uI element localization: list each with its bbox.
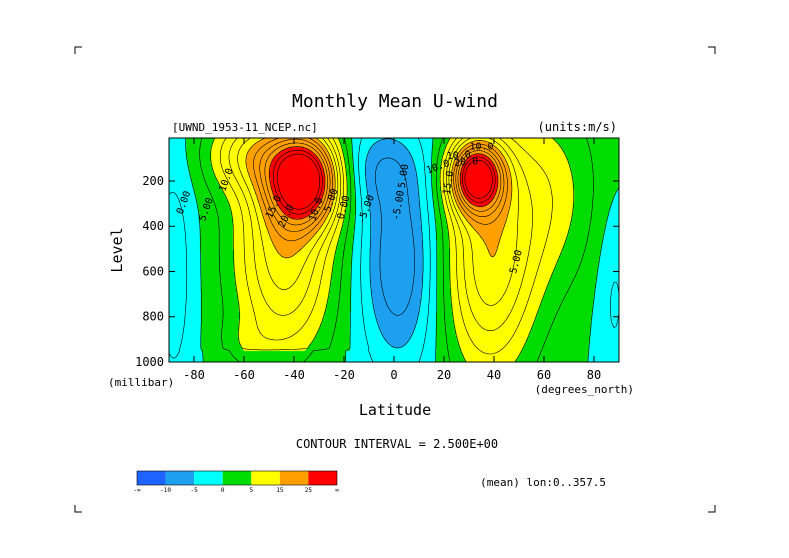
colorbar: -∞ -10 -5 0 5 15 25 ∞ [133, 470, 339, 494]
chart-title: Monthly Mean U-wind [292, 91, 498, 112]
contour-label: 5.00 [397, 163, 411, 188]
crop-mark-bottom-left [74, 505, 82, 513]
colorbar-label: -10 [160, 487, 171, 494]
y-tick-label: 1000 [135, 355, 164, 369]
colorbar-swatch [165, 471, 195, 485]
colorbar-swatch [194, 471, 223, 485]
crop-mark-top-right [708, 46, 716, 54]
colorbar-frame [136, 470, 338, 486]
x-axis-units: (degrees_north) [535, 383, 634, 396]
contour-line [375, 157, 415, 316]
y-tick-label: 800 [142, 310, 164, 324]
y-axis-ticks: 200 400 600 800 1000 [135, 174, 619, 369]
colorbar-swatch [279, 471, 309, 485]
colorbar-swatch [251, 471, 280, 485]
colorbar-label: 0 [221, 487, 225, 494]
y-axis-units: (millibar) [108, 376, 174, 389]
contour-line [228, 138, 533, 331]
colorbar-swatch [222, 471, 252, 485]
contour-line [269, 146, 499, 220]
colorbar-swatch [137, 471, 166, 485]
dataset-label: [UWND_1953-11_NCEP.nc] [172, 121, 318, 134]
colorbar-label: 25 [305, 487, 313, 494]
y-tick-label: 200 [142, 174, 164, 188]
units-label: (units:m/s) [538, 120, 617, 134]
colorbar-swatch [308, 471, 337, 485]
contour-line [264, 142, 502, 226]
colorbar-label: 15 [276, 487, 284, 494]
y-tick-label: 600 [142, 264, 164, 278]
colorbar-label: 5 [249, 487, 253, 494]
x-tick-label: -60 [233, 368, 255, 382]
x-tick-label: 80 [587, 368, 601, 382]
contour-line [253, 138, 508, 242]
colorbar-label: -∞ [133, 487, 141, 494]
contour-label: 15.0 [442, 170, 457, 196]
contour-label: 10.0 [469, 141, 493, 152]
x-tick-label: -40 [283, 368, 305, 382]
contour-line [273, 149, 496, 215]
contour-line [237, 138, 519, 306]
contour-line [169, 138, 619, 362]
x-tick-label: -20 [333, 368, 355, 382]
y-tick-label: 400 [142, 219, 164, 233]
x-tick-label: 0 [390, 368, 397, 382]
contour-line [219, 138, 553, 355]
contour-line [210, 138, 574, 362]
x-tick-label: -80 [183, 368, 205, 382]
contour-line [245, 138, 513, 259]
footer-mean-lon: (mean) lon:0..357.5 [480, 476, 606, 489]
y-axis-label: Level [108, 227, 126, 272]
x-axis-ticks: -80 -60 -40 -20 0 20 40 60 80 [183, 138, 601, 382]
crop-mark-bottom-right [708, 505, 716, 513]
colorbar-label: -5 [191, 487, 199, 494]
contour-line [185, 138, 619, 362]
x-axis-label: Latitude [359, 401, 431, 419]
contour-line [276, 153, 493, 210]
contour-label: 10.0 [446, 149, 471, 162]
contour-lines [169, 138, 619, 362]
crop-marks [74, 46, 716, 513]
crop-mark-top-left [74, 46, 82, 54]
contour-line [365, 138, 424, 349]
x-tick-label: 20 [437, 368, 451, 382]
wind-field-fill [169, 138, 619, 362]
contour-line [259, 138, 505, 232]
contour-line [199, 138, 594, 362]
contour-label: 20.0 [454, 156, 479, 169]
contour-label: -5.00 [391, 190, 407, 222]
x-tick-label: 60 [537, 368, 551, 382]
x-tick-label: 40 [487, 368, 501, 382]
contour-interval-text: CONTOUR INTERVAL = 2.500E+00 [296, 437, 498, 451]
colorbar-label: ∞ [335, 487, 339, 494]
